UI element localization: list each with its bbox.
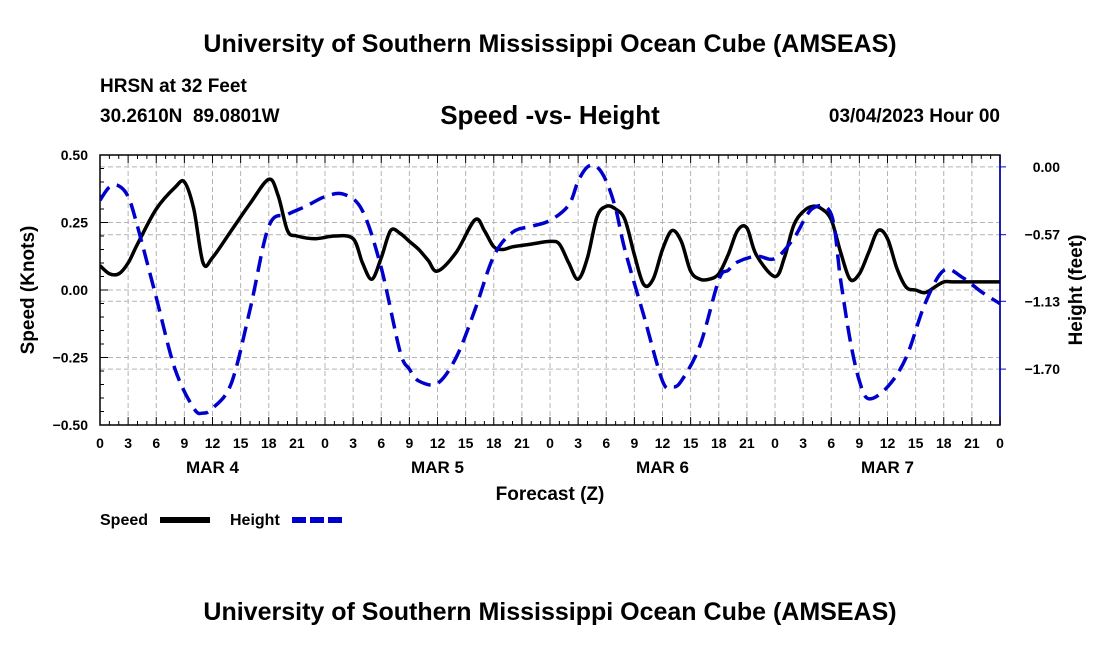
- x-tick-label: 21: [739, 435, 755, 451]
- x-tick-label: 0: [96, 435, 104, 451]
- x-tick-label: 3: [799, 435, 807, 451]
- chart-subtitle: Speed -vs- Height: [440, 100, 660, 130]
- y-axis-title-right: Height (feet): [1066, 235, 1087, 346]
- x-tick-label: 21: [289, 435, 305, 451]
- x-tick-label: 0: [321, 435, 329, 451]
- x-tick-label: 18: [936, 435, 952, 451]
- x-tick-label: 12: [205, 435, 221, 451]
- x-tick-label: 15: [233, 435, 249, 451]
- x-tick-label: 18: [486, 435, 502, 451]
- series-line-speed: [100, 177, 1000, 295]
- forecast-date: 03/04/2023 Hour 00: [828, 106, 1000, 127]
- x-tick-label: 6: [377, 435, 385, 451]
- x-tick-label: 9: [180, 435, 188, 451]
- x-tick-label: 3: [574, 435, 582, 451]
- x-tick-label: 15: [908, 435, 924, 451]
- series-line-height: [100, 163, 1000, 416]
- x-tick-label: 12: [880, 435, 896, 451]
- x-tick-label: 6: [827, 435, 835, 451]
- x-axis-title: Forecast (Z): [496, 484, 605, 505]
- y-tick-label-right: 0.00: [1033, 159, 1060, 175]
- x-tick-label: 9: [630, 435, 638, 451]
- legend-label-speed: Speed: [100, 512, 148, 529]
- x-tick-label: 21: [514, 435, 530, 451]
- x-tick-label: 3: [124, 435, 132, 451]
- day-label: MAR 5: [411, 458, 464, 477]
- y-tick-label-right: −0.57: [1025, 227, 1061, 243]
- footer-title: University of Southern Mississippi Ocean…: [203, 598, 897, 626]
- x-tick-label: 21: [964, 435, 980, 451]
- x-tick-label: 18: [711, 435, 727, 451]
- station-label: HRSN at 32 Feet: [100, 76, 247, 97]
- y-axis-title-left: Speed (Knots): [18, 226, 39, 355]
- x-tick-label: 9: [855, 435, 863, 451]
- x-tick-label: 0: [996, 435, 1004, 451]
- x-tick-label: 15: [458, 435, 474, 451]
- x-tick-label: 6: [152, 435, 160, 451]
- y-tick-label-left: 0.25: [61, 215, 88, 231]
- x-tick-label: 6: [602, 435, 610, 451]
- station-coordinates: 30.2610N 89.0801W: [100, 106, 280, 127]
- y-tick-label-left: −0.25: [53, 350, 89, 366]
- y-tick-label-right: −1.70: [1025, 361, 1061, 377]
- x-tick-label: 12: [430, 435, 446, 451]
- y-tick-label-right: −1.13: [1025, 293, 1061, 309]
- legend-label-height: Height: [230, 512, 280, 529]
- y-tick-label-left: −0.50: [53, 417, 89, 433]
- x-tick-label: 0: [771, 435, 779, 451]
- y-tick-label-left: 0.50: [61, 147, 88, 163]
- x-tick-label: 12: [655, 435, 671, 451]
- x-tick-label: 15: [683, 435, 699, 451]
- x-tick-label: 3: [349, 435, 357, 451]
- chart-title: University of Southern Mississippi Ocean…: [203, 30, 897, 58]
- day-label: MAR 6: [636, 458, 689, 477]
- x-tick-label: 9: [405, 435, 413, 451]
- day-label: MAR 7: [861, 458, 914, 477]
- x-tick-label: 18: [261, 435, 277, 451]
- x-tick-label: 0: [546, 435, 554, 451]
- day-label: MAR 4: [186, 458, 239, 477]
- y-tick-label-left: 0.00: [61, 282, 88, 298]
